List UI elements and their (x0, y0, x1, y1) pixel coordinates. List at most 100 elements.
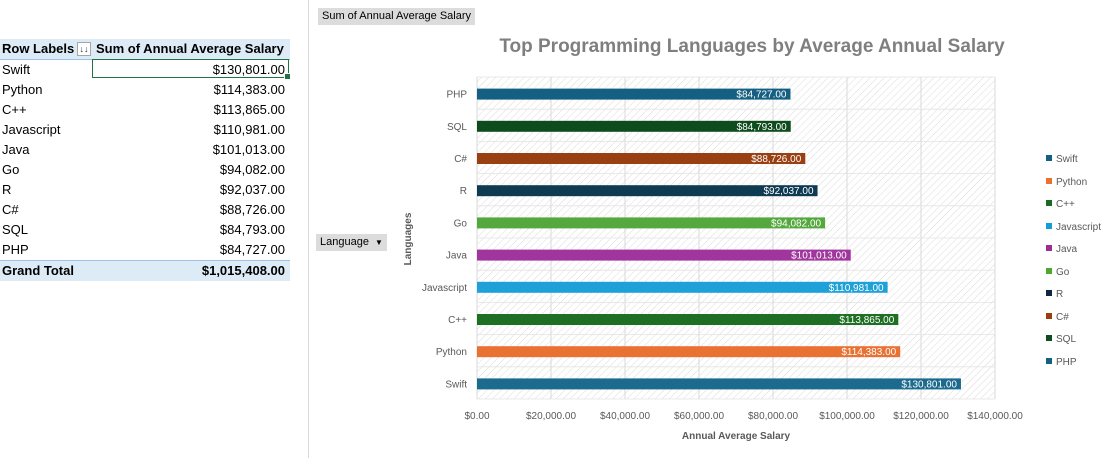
x-tick-label: $100,000.00 (819, 411, 875, 422)
legend-item[interactable]: C# (1046, 311, 1101, 334)
legend-label: PHP (1056, 356, 1077, 368)
y-tick-label: Swift (445, 379, 467, 390)
pivot-row[interactable]: C# $88,726.00 (0, 200, 290, 220)
legend-label: C# (1056, 311, 1069, 323)
y-axis-title: Languages (403, 212, 414, 265)
legend-swatch (1046, 222, 1052, 229)
legend-item[interactable]: Javascript (1046, 221, 1101, 244)
x-tick-label: $0.00 (464, 411, 489, 422)
axis-field-button[interactable]: Language ▼ (316, 234, 387, 251)
legend-item[interactable]: PHP (1046, 356, 1101, 379)
data-label: $88,726.00 (751, 154, 801, 165)
pivot-row-label: C# (2, 202, 19, 217)
legend-swatch (1046, 177, 1052, 184)
pivot-row-value: $84,727.00 (219, 242, 285, 257)
pivot-row[interactable]: Java $101,013.00 (0, 140, 290, 160)
legend-swatch (1046, 312, 1052, 319)
sort-filter-icon[interactable]: ↓↓ (77, 42, 91, 56)
data-label: $84,793.00 (737, 122, 787, 133)
x-tick-label: $80,000.00 (748, 411, 798, 422)
row-labels-header[interactable]: Row Labels (2, 41, 75, 56)
bar[interactable] (477, 346, 901, 358)
grand-total-row[interactable]: Grand Total $1,015,408.00 (0, 260, 290, 281)
x-tick-label: $40,000.00 (600, 411, 650, 422)
pivot-row[interactable]: PHP $84,727.00 (0, 240, 290, 260)
bar[interactable] (477, 314, 899, 325)
pivot-row-label: Go (2, 162, 20, 177)
x-tick-label: $60,000.00 (674, 411, 724, 422)
pivot-row[interactable]: SQL $84,793.00 (0, 220, 290, 240)
legend-label: SQL (1056, 334, 1077, 345)
legend-swatch (1046, 155, 1052, 162)
sum-header[interactable]: Sum of Annual Average Salary (96, 41, 284, 56)
data-label: $114,383.00 (841, 347, 896, 358)
data-label: $113,865.00 (839, 315, 894, 326)
legend-item[interactable]: Swift (1046, 153, 1101, 176)
pivot-table: Row Labels ↓↓ Sum of Annual Average Sala… (0, 39, 291, 281)
y-tick-label: R (460, 186, 467, 197)
data-label: $84,727.00 (736, 90, 786, 101)
legend-swatch (1046, 357, 1052, 364)
pivot-row-value: $92,037.00 (219, 182, 285, 197)
pivot-row-value: $84,793.00 (219, 222, 285, 237)
data-label: $94,082.00 (771, 218, 821, 229)
legend-label: Java (1056, 244, 1078, 255)
pivot-row-label: C++ (2, 102, 27, 117)
legend-item[interactable]: Python (1046, 176, 1101, 199)
bar[interactable] (477, 88, 791, 100)
pivot-row[interactable]: C++ $113,865.00 (0, 100, 290, 120)
pivot-row-value: $114,383.00 (213, 82, 285, 97)
legend-item[interactable]: C++ (1046, 198, 1101, 221)
pivot-row[interactable]: Swift $130,801.00 (0, 60, 290, 80)
pivot-row-label: Java (2, 142, 30, 157)
bar[interactable] (477, 249, 851, 261)
x-tick-label: $140,000.00 (967, 411, 1023, 422)
pivot-row[interactable]: Python $114,383.00 (0, 80, 290, 100)
legend-label: R (1056, 289, 1064, 300)
pivot-row-value: $94,082.00 (219, 162, 285, 177)
legend-label: Go (1056, 266, 1070, 278)
legend-label: Python (1056, 176, 1088, 188)
pivot-row-label: SQL (2, 222, 29, 237)
chart-title: Top Programming Languages by Average Ann… (499, 36, 1005, 57)
x-tick-label: $120,000.00 (893, 411, 949, 422)
pivot-rows: Swift $130,801.00 Python $114,383.00 C++ $113… (0, 60, 290, 260)
legend-item[interactable]: SQL (1046, 333, 1101, 356)
y-tick-label: Javascript (422, 283, 467, 294)
column-divider (308, 0, 309, 458)
y-tick-label: C# (454, 154, 467, 165)
bar[interactable] (477, 153, 806, 164)
axis-field-label: Language (320, 236, 369, 248)
chart-legend[interactable]: Swift Python C++ Javascript Java Go R C# SQL PHP (1046, 153, 1101, 378)
value-field-button[interactable]: Sum of Annual Average Salary (318, 8, 476, 25)
y-tick-label: Python (436, 347, 467, 358)
legend-item[interactable]: Java (1046, 243, 1101, 266)
bars: $84,727.00 $84,793.00 $88,726.00 $92,037.00… (477, 88, 961, 390)
x-axis-title: Annual Average Salary (682, 431, 791, 442)
legend-item[interactable]: R (1046, 288, 1101, 311)
legend-item[interactable]: Go (1046, 266, 1101, 289)
data-label: $130,801.00 (901, 379, 957, 390)
pivot-row-label: Swift (2, 62, 31, 77)
y-tick-label: C++ (448, 315, 467, 326)
fill-handle[interactable] (284, 73, 291, 80)
selected-cell[interactable] (92, 59, 291, 80)
bar[interactable] (477, 185, 818, 197)
legend-label: Swift (1056, 154, 1078, 165)
x-tick-labels: $0.00 $20,000.00 $40,000.00 $60,000.00 $80,0… (464, 411, 1023, 422)
pivot-header-row: Row Labels ↓↓ Sum of Annual Average Sala… (0, 39, 290, 60)
bar[interactable] (477, 120, 791, 132)
pivot-row[interactable]: Go $94,082.00 (0, 160, 290, 180)
bar[interactable] (477, 281, 888, 293)
pivot-row-label: PHP (2, 242, 29, 257)
pivot-row-label: Python (2, 82, 43, 97)
dropdown-arrow-icon: ▼ (375, 238, 383, 247)
pivot-row-value: $101,013.00 (212, 142, 285, 157)
bar[interactable] (477, 217, 826, 229)
pivot-row[interactable]: Javascript $110,981.00 (0, 120, 290, 140)
pivot-row-label: Javascript (2, 122, 61, 137)
bar[interactable] (477, 378, 961, 390)
pivot-row[interactable]: R $92,037.00 (0, 180, 290, 200)
pivot-row-value: $130,801.00 (212, 62, 285, 77)
legend-swatch (1046, 200, 1052, 207)
